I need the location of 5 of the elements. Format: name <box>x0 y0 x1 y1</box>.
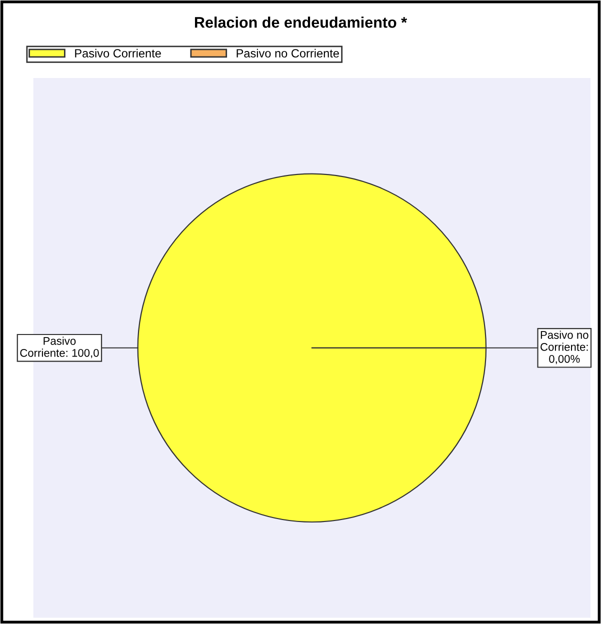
legend-label: Pasivo no Corriente <box>236 48 339 58</box>
chart-title: Relacion de endeudamiento * <box>194 16 408 28</box>
text: Pasivo no Corriente: 0,00% <box>540 330 588 364</box>
legend-label: Pasivo Corriente <box>75 48 161 58</box>
data-label: Pasivo Corriente: 100,0 <box>20 336 99 358</box>
